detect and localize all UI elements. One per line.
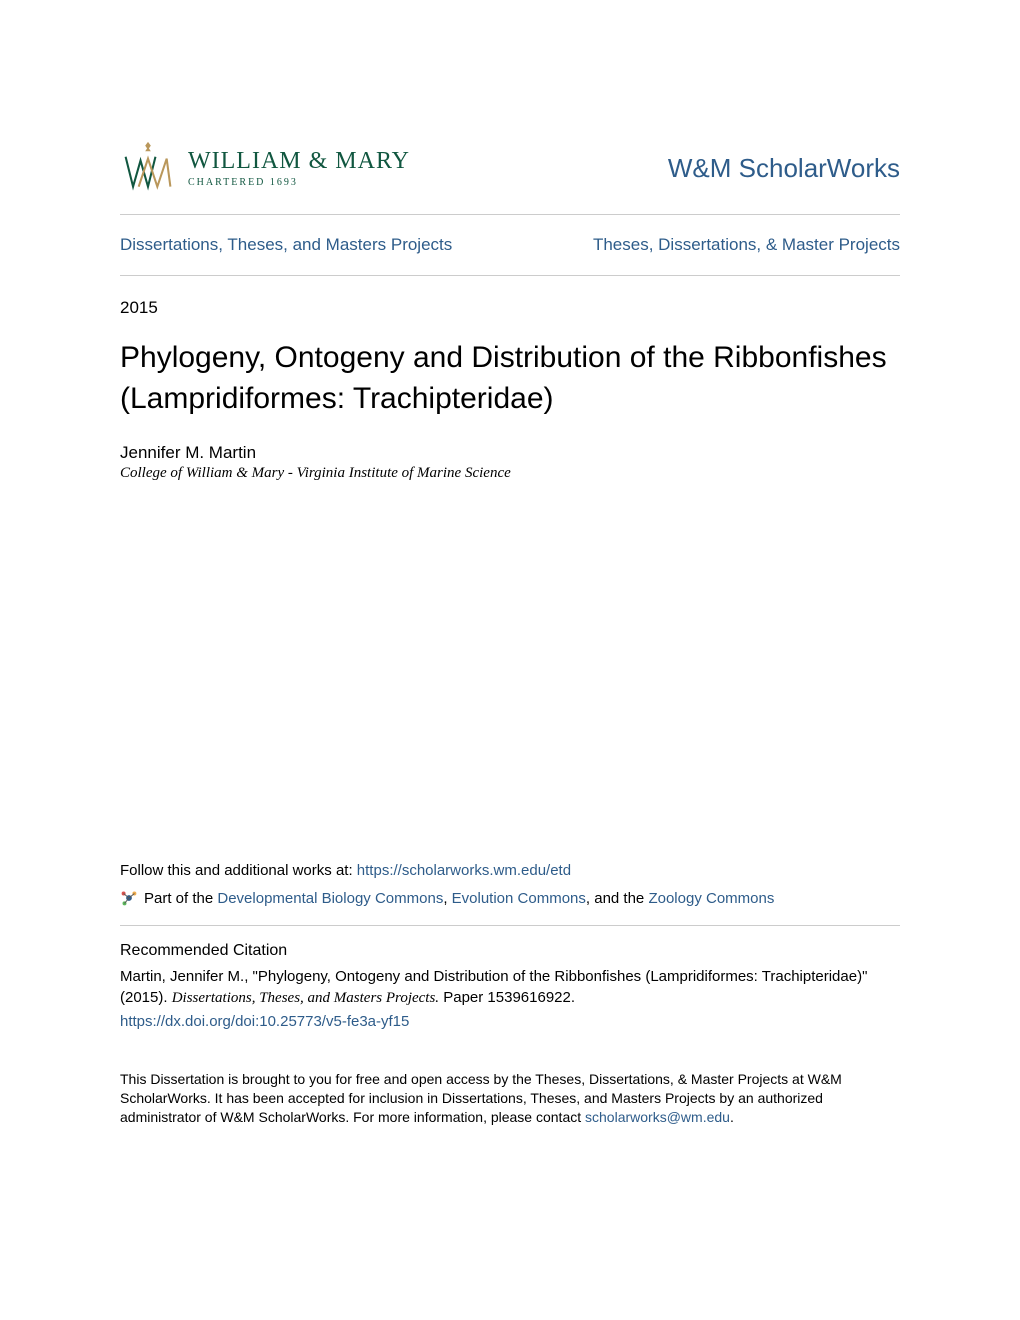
follow-url-link[interactable]: https://scholarworks.wm.edu/etd	[357, 862, 571, 879]
citation-heading: Recommended Citation	[120, 942, 900, 960]
spacer	[120, 482, 900, 862]
scholarworks-link[interactable]: W&M ScholarWorks	[668, 153, 900, 184]
logo-name: WILLIAM & MARY	[188, 148, 410, 175]
follow-prefix: Follow this and additional works at:	[120, 862, 357, 879]
wm-cypher-icon	[120, 140, 176, 196]
author-name: Jennifer M. Martin	[120, 443, 900, 463]
network-icon	[120, 889, 138, 907]
breadcrumb-row: Dissertations, Theses, and Masters Proje…	[120, 215, 900, 275]
doi-link[interactable]: https://dx.doi.org/doi:10.25773/v5-fe3a-…	[120, 1011, 900, 1032]
partof-prefix: Part of the	[144, 890, 217, 907]
paper-title: Phylogeny, Ontogeny and Distribution of …	[120, 338, 900, 419]
footer-note: This Dissertation is brought to you for …	[120, 1070, 900, 1127]
header-row: WILLIAM & MARY CHARTERED 1693 W&M Schola…	[120, 140, 900, 196]
citation-series: Dissertations, Theses, and Masters Proje…	[172, 990, 439, 1006]
partof-sep1: ,	[443, 890, 451, 907]
commons-link-2[interactable]: Evolution Commons	[452, 890, 586, 907]
wm-logo-block[interactable]: WILLIAM & MARY CHARTERED 1693	[120, 140, 410, 196]
divider-citation	[120, 925, 900, 926]
wm-logo-text: WILLIAM & MARY CHARTERED 1693	[188, 148, 410, 188]
author-affiliation: College of William & Mary - Virginia Ins…	[120, 465, 900, 482]
page-content: WILLIAM & MARY CHARTERED 1693 W&M Schola…	[120, 140, 900, 1260]
series-link[interactable]: Theses, Dissertations, & Master Projects	[593, 235, 900, 255]
commons-link-1[interactable]: Developmental Biology Commons	[217, 890, 443, 907]
partof-text: Part of the Developmental Biology Common…	[144, 890, 774, 907]
follow-line: Follow this and additional works at: htt…	[120, 862, 900, 879]
partof-line: Part of the Developmental Biology Common…	[120, 889, 900, 907]
publication-year: 2015	[120, 298, 900, 318]
citation-body: Martin, Jennifer M., "Phylogeny, Ontogen…	[120, 966, 900, 1032]
divider-nav	[120, 275, 900, 276]
commons-link-3[interactable]: Zoology Commons	[648, 890, 774, 907]
collection-link[interactable]: Dissertations, Theses, and Masters Proje…	[120, 235, 452, 255]
contact-email-link[interactable]: scholarworks@wm.edu	[585, 1109, 730, 1125]
logo-subtitle: CHARTERED 1693	[188, 177, 410, 188]
partof-sep2: , and the	[586, 890, 649, 907]
citation-paperno: Paper 1539616922.	[439, 989, 575, 1006]
footer-period: .	[730, 1109, 734, 1125]
